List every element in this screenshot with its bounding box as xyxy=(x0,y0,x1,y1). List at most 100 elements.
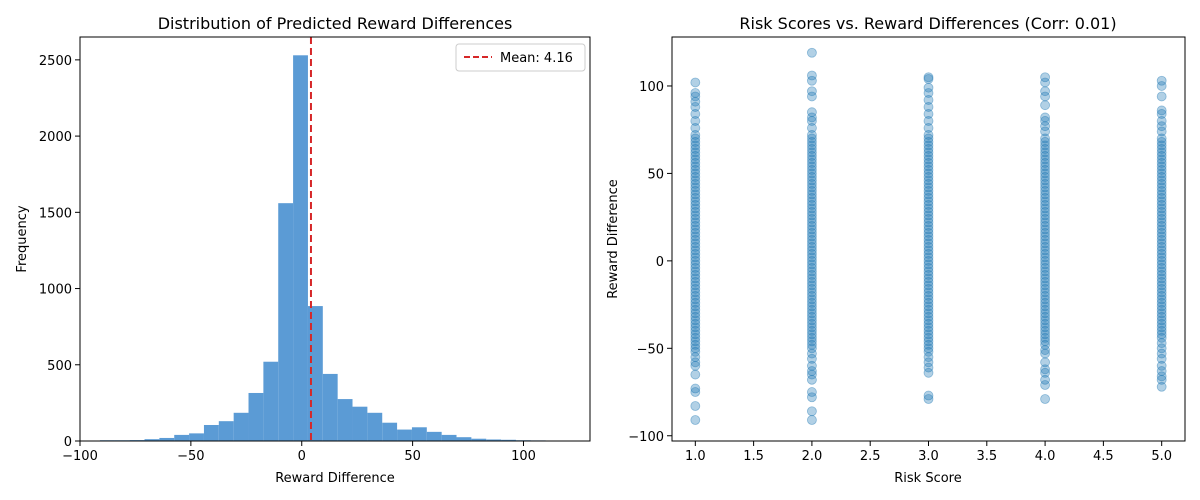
x-tick-label: 2.0 xyxy=(802,449,823,464)
scatter-point xyxy=(690,245,701,256)
y-tick-label: −100 xyxy=(628,430,664,445)
scatter-point xyxy=(1156,262,1167,273)
scatter-point xyxy=(807,91,817,102)
scatter-point xyxy=(690,123,701,133)
scatter-point xyxy=(1156,290,1167,301)
scatter-point xyxy=(807,158,817,168)
x-tick-label: 2.5 xyxy=(860,449,881,464)
scatter-point xyxy=(923,336,934,347)
scatter-point xyxy=(1040,193,1050,203)
scatter-point xyxy=(690,182,701,193)
y-tick-label: 1000 xyxy=(39,283,72,298)
scatter-point xyxy=(1156,304,1167,315)
scatter-point xyxy=(690,332,701,343)
scatter-point xyxy=(807,75,817,86)
histogram-y-axis-label: Frequency xyxy=(15,205,30,272)
scatter-point xyxy=(807,290,817,301)
scatter-point xyxy=(1156,224,1167,235)
scatter-point xyxy=(923,352,934,362)
scatter-point xyxy=(1156,227,1167,238)
scatter-point xyxy=(923,172,934,182)
scatter-point xyxy=(1040,165,1050,175)
scatter-point xyxy=(1040,374,1050,385)
scatter-point xyxy=(1040,339,1050,350)
scatter-point xyxy=(807,231,817,242)
x-tick-label: 3.0 xyxy=(918,449,939,464)
scatter-point xyxy=(690,290,701,301)
scatter-point xyxy=(923,259,934,270)
scatter-point xyxy=(690,196,701,207)
scatter-point xyxy=(1156,217,1167,228)
scatter-point xyxy=(1156,252,1167,263)
scatter-point xyxy=(1156,381,1167,392)
scatter-point xyxy=(1040,147,1050,158)
scatter-point xyxy=(1156,186,1167,196)
scatter-point xyxy=(1040,259,1050,270)
scatter-point xyxy=(1156,283,1167,294)
scatter-point xyxy=(690,77,701,88)
scatter-point xyxy=(923,186,934,196)
scatter-y-axis-label: Reward Difference xyxy=(606,179,621,299)
scatter-point xyxy=(1156,109,1167,119)
scatter-point xyxy=(807,123,817,133)
histogram-bar xyxy=(486,439,502,441)
scatter-point xyxy=(690,415,701,425)
scatter-point xyxy=(1040,241,1050,252)
scatter-point xyxy=(690,154,701,165)
scatter-point xyxy=(690,220,701,231)
scatter-point xyxy=(690,262,701,273)
scatter-point xyxy=(923,82,934,93)
scatter-point xyxy=(1040,380,1050,390)
scatter-point xyxy=(1040,245,1050,256)
scatter-point xyxy=(923,189,934,200)
scatter-point xyxy=(1156,371,1167,382)
scatter-chart: Risk Scores vs. Reward Differences (Corr… xyxy=(606,14,1186,486)
scatter-point xyxy=(923,362,934,373)
scatter-point xyxy=(1156,133,1167,144)
scatter-point xyxy=(1156,366,1167,376)
scatter-point xyxy=(807,336,817,347)
scatter-point xyxy=(923,266,934,277)
scatter-point xyxy=(923,248,934,259)
histogram-bar xyxy=(189,433,204,441)
scatter-point xyxy=(1156,75,1167,86)
scatter-point xyxy=(1156,241,1167,252)
scatter-point xyxy=(690,252,701,263)
scatter-point xyxy=(690,304,701,315)
scatter-point xyxy=(690,287,701,298)
scatter-point xyxy=(1040,137,1050,147)
scatter-point xyxy=(923,308,934,319)
scatter-point xyxy=(807,329,817,340)
scatter-point xyxy=(1040,154,1050,165)
scatter-point xyxy=(807,276,817,287)
histogram-bar xyxy=(411,427,427,441)
scatter-point xyxy=(1040,175,1050,186)
scatter-point xyxy=(690,357,701,368)
scatter-point xyxy=(807,220,817,231)
scatter-point xyxy=(1040,248,1050,259)
scatter-point xyxy=(807,133,817,144)
scatter-point xyxy=(807,325,817,336)
scatter-point xyxy=(1040,206,1050,217)
scatter-point xyxy=(1156,161,1167,172)
scatter-point xyxy=(807,308,817,319)
scatter-point xyxy=(1040,318,1050,329)
scatter-point xyxy=(923,137,934,147)
scatter-point xyxy=(1040,100,1050,111)
scatter-point xyxy=(923,273,934,284)
scatter-point xyxy=(690,186,701,196)
scatter-point xyxy=(1040,348,1050,359)
scatter-point xyxy=(1156,175,1167,186)
scatter-point xyxy=(690,206,701,217)
scatter-point xyxy=(807,255,817,266)
scatter-point xyxy=(1156,172,1167,182)
scatter-point xyxy=(690,88,701,98)
scatter-point xyxy=(807,140,817,151)
scatter-point xyxy=(807,213,817,224)
scatter-point xyxy=(1156,318,1167,329)
scatter-point xyxy=(1156,140,1167,151)
scatter-point xyxy=(1040,315,1050,326)
histogram-chart: Distribution of Predicted Reward Differe… xyxy=(15,14,591,486)
scatter-point xyxy=(923,133,934,144)
scatter-point xyxy=(1040,217,1050,228)
